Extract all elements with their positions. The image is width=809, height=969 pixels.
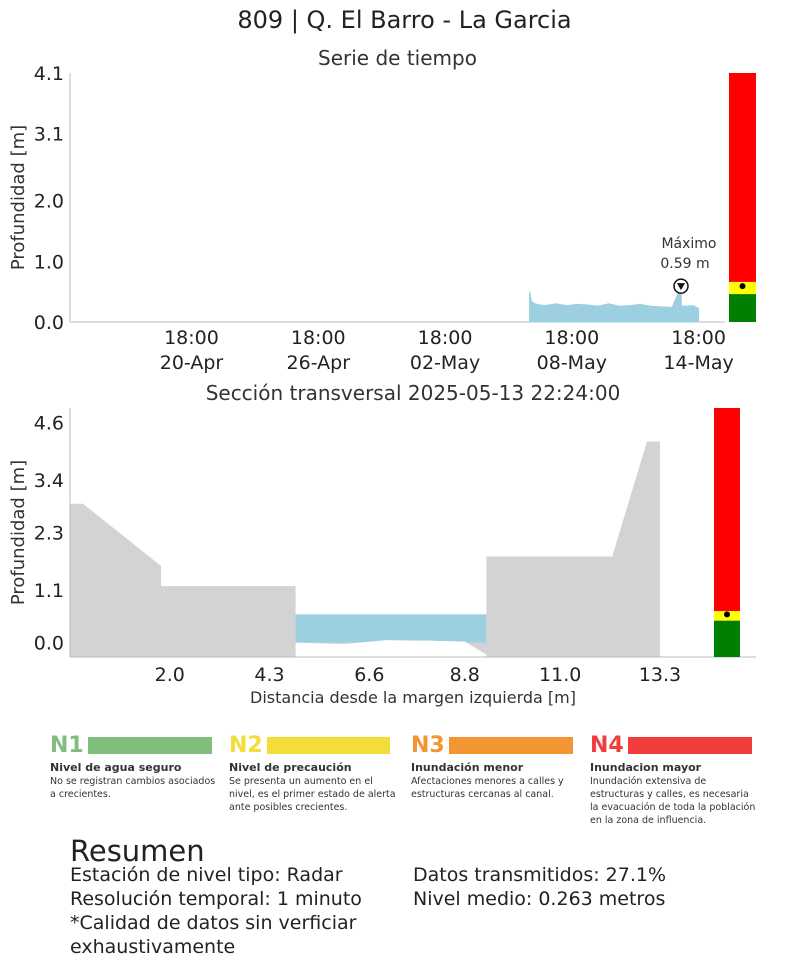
alert-level-segment <box>729 294 756 322</box>
summary-mean-level: Nivel medio: 0.263 metros <box>413 888 666 910</box>
cross-section-xtick-label: 6.6 <box>354 664 384 686</box>
summary-quality-note: *Calidad de datos sin verficiar exhausti… <box>70 912 357 958</box>
legend-description: Se presenta un aumento en el nivel, es e… <box>229 776 396 813</box>
legend-item-n1: N1 Nivel de agua seguro No se registran ca… <box>50 733 220 801</box>
page-title: 809 | Q. El Barro - La Garcia <box>237 6 572 34</box>
legend-title: Nivel de agua seguro <box>50 761 182 774</box>
cross-section-xtick-label: 2.0 <box>155 664 185 686</box>
time-series-xtick-date: 02-May <box>410 352 480 374</box>
cross-section-ytick-label: 4.6 <box>34 412 64 434</box>
max-annotation-value: 0.59 m <box>660 256 709 272</box>
time-series-xtick-time: 18:00 <box>291 327 346 349</box>
time-series-depth-area <box>529 285 700 323</box>
legend-code: N2 <box>229 733 263 758</box>
time-series-ytick-label: 4.1 <box>34 63 64 85</box>
alert-level-segment <box>729 73 756 282</box>
time-series-ytick-label: 1.0 <box>34 251 64 273</box>
time-series-xtick-date: 08-May <box>537 352 607 374</box>
legend-item-n2: N2 Nivel de precaución Se presenta un aume… <box>229 733 399 814</box>
cross-section-ytick-label: 2.3 <box>34 523 64 545</box>
legend-code: N4 <box>590 733 624 758</box>
water-area <box>295 614 487 655</box>
alert-level-segment <box>714 408 740 612</box>
time-series-xtick-date: 26-Apr <box>287 352 351 374</box>
legend-title: Inundacion mayor <box>590 761 702 774</box>
cross-section-xtick-label: 4.3 <box>254 664 284 686</box>
cross-section-ytick-label: 1.1 <box>34 580 64 602</box>
summary-data-transmitted: Datos transmitidos: 27.1% <box>413 864 667 886</box>
legend-color-bar <box>266 737 390 754</box>
time-series-xtick-time: 18:00 <box>671 327 726 349</box>
time-series-xtick-time: 18:00 <box>544 327 599 349</box>
time-series-ylabel: Profundidad [m] <box>8 125 29 270</box>
time-series-xtick-date: 14-May <box>663 352 733 374</box>
cross-section-xtick-label: 8.8 <box>450 664 480 686</box>
summary-left-column: Estación de nivel tipo: Radar Resolución… <box>70 863 400 959</box>
legend-description: Inundación extensiva de estructuras y ca… <box>590 776 756 826</box>
summary-title: Resumen <box>70 834 205 868</box>
legend-title: Nivel de precaución <box>229 761 352 774</box>
terrain-profile-area <box>70 441 660 657</box>
time-series-ytick-label: 3.1 <box>34 124 64 146</box>
time-series-title: Serie de tiempo <box>318 46 477 70</box>
legend-item-n4: N4 Inundacion mayor Inundación extensiva d… <box>590 733 760 827</box>
summary-station-type: Estación de nivel tipo: Radar <box>70 864 343 886</box>
current-level-dot <box>739 283 746 290</box>
max-annotation-label: Máximo <box>661 236 716 252</box>
channel-bed-area <box>295 640 487 657</box>
cross-section-title: Sección transversal 2025-05-13 22:24:00 <box>206 381 621 405</box>
legend-description: Afectaciones menores a calles y estructu… <box>411 776 564 800</box>
legend-color-bar <box>627 737 752 754</box>
summary-resolution: Resolución temporal: 1 minuto <box>70 888 362 910</box>
legend-description: No se registran cambios asociados a crec… <box>50 776 216 800</box>
cross-section-xtick-label: 13.3 <box>639 664 681 686</box>
time-series-xtick-time: 18:00 <box>164 327 219 349</box>
legend-color-bar <box>448 737 573 754</box>
legend-code: N1 <box>50 733 84 758</box>
cross-section-ytick-label: 0.0 <box>34 633 64 655</box>
time-series-ytick-label: 0.0 <box>34 312 64 334</box>
legend-code: N3 <box>411 733 445 758</box>
time-series-chart: Serie de tiempo Profundidad [m] 0.0 1.0 2.0 3… <box>8 46 756 374</box>
cross-section-xlabel: Distancia desde la margen izquierda [m] <box>250 688 576 707</box>
summary-section: Resumen Estación de nivel tipo: Radar Re… <box>70 834 770 958</box>
time-series-xtick-time: 18:00 <box>418 327 473 349</box>
time-series-xtick-date: 20-Apr <box>160 352 224 374</box>
legend-title: Inundación menor <box>411 761 524 774</box>
legend-color-bar <box>87 737 212 754</box>
cross-section-xtick-label: 11.0 <box>539 664 581 686</box>
cross-section-chart: Sección transversal 2025-05-13 22:24:00 P… <box>8 381 756 707</box>
summary-right-column: Datos transmitidos: 27.1% Nivel medio: 0… <box>413 863 743 911</box>
legend-item-n3: N3 Inundación menor Afectaciones menores a… <box>411 733 581 801</box>
max-marker-triangle-icon <box>676 283 685 291</box>
alert-level-segment <box>714 620 740 657</box>
cross-section-ylabel: Profundidad [m] <box>8 460 29 605</box>
cross-section-ytick-label: 3.4 <box>34 470 64 492</box>
time-series-ytick-label: 2.0 <box>34 191 64 213</box>
current-level-dot <box>724 611 730 618</box>
